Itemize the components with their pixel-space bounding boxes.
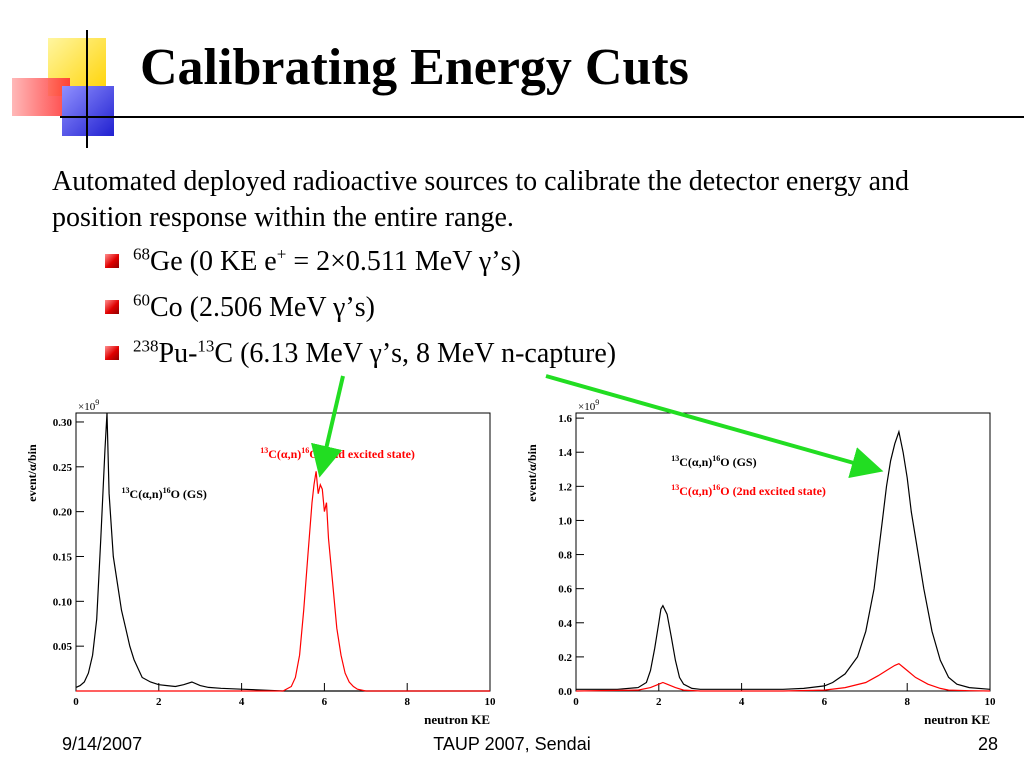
annotation-text: O (GS): [720, 455, 756, 469]
y-scale-exponent: 9: [595, 398, 599, 407]
annotation-text: O (GS): [171, 487, 207, 501]
annotation-superscript: 16: [712, 483, 720, 492]
series-line-black: [75, 412, 490, 692]
y-axis-label: event/α/bin: [25, 444, 39, 502]
histogram-right-chart: 0 2 4 6 8 10 0.0 0.2 0.4 0.6 0.8 1.0 1.2 1.4 1.6 ×109 ne…: [525, 398, 997, 727]
bullet-pu238-c13: 238Pu-13C (6.13 MeV γ’s, 8 MeV n-capture…: [105, 338, 616, 370]
annotation-superscript: 13: [260, 446, 268, 455]
x-tick-label: 4: [239, 696, 245, 708]
annotation-text: C(α,n): [130, 487, 163, 501]
bullet-square-icon: [105, 254, 119, 268]
series-line-red: [575, 663, 991, 692]
x-tick-label: 2: [156, 696, 162, 708]
bullet-square-icon: [105, 346, 119, 360]
annotation-superscript: 16: [163, 486, 171, 495]
annotation-label: 13C(α,n)16O (GS): [122, 486, 207, 501]
y-tick-label: 0.8: [558, 550, 572, 562]
y-axis-label: event/α/bin: [525, 444, 539, 502]
x-axis-label: neutron KE: [424, 712, 490, 727]
footer-page-number: 28: [977, 734, 998, 754]
annotation-text: O (2nd excited state): [720, 484, 826, 498]
intro-paragraph: Automated deployed radioactive sources t…: [52, 166, 910, 233]
y-tick-label: 0.0: [558, 686, 572, 698]
y-tick-label: 0.10: [53, 596, 73, 608]
x-tick-label: 2: [656, 696, 662, 708]
x-axis-label: neutron KE: [924, 712, 990, 727]
y-tick-label: 0.15: [53, 551, 73, 563]
annotation-superscript: 13: [671, 483, 679, 492]
annotation-superscript: 13: [122, 486, 130, 495]
x-tick-label: 8: [904, 696, 910, 708]
x-tick-label: 10: [485, 696, 497, 708]
bullet-square-icon: [105, 300, 119, 314]
bullet-ge68: 68Ge (0 KE e+ = 2×0.511 MeV γ’s): [105, 246, 521, 278]
x-tick-label: 8: [404, 696, 410, 708]
x-tick-label: 0: [573, 696, 579, 708]
annotation-text: C(α,n): [679, 484, 712, 498]
y-tick-label: 0.25: [53, 462, 73, 474]
x-tick-label: 0: [73, 696, 79, 708]
y-scale-exponent: 9: [95, 398, 99, 407]
annotation-superscript: 13: [671, 454, 679, 463]
annotation-label: 13C(α,n)16O (2nd excited state): [260, 446, 415, 461]
x-tick-label: 4: [739, 696, 745, 708]
y-tick-label: 1.6: [558, 413, 572, 425]
histogram-left-chart: 0 2 4 6 8 10 0.05 0.10 0.15 0.20 0.25 0.30 ×109 neutr…: [25, 398, 497, 727]
y-tick-label: 1.0: [558, 515, 572, 527]
x-tick-label: 6: [822, 696, 828, 708]
y-scale-factor: ×109: [78, 398, 99, 413]
annotation-text: C(α,n): [679, 455, 712, 469]
annotation-text: O (2nd excited state): [309, 447, 415, 461]
y-tick-label: 0.6: [558, 584, 572, 596]
annotation-text: C(α,n): [268, 447, 301, 461]
slide-logo: [0, 0, 140, 150]
footer-center: TAUP 2007, Sendai: [433, 734, 591, 754]
annotation-superscript: 16: [301, 446, 309, 455]
y-tick-label: 0.05: [53, 641, 73, 653]
title-divider: [60, 116, 1024, 118]
series-line-red: [76, 471, 490, 692]
y-tick-label: 0.2: [558, 652, 572, 664]
y-tick-label: 0.4: [558, 618, 572, 630]
plot-frame: [75, 412, 491, 692]
x-tick-label: 6: [322, 696, 328, 708]
bullet-co60: 60Co (2.506 MeV γ’s): [105, 292, 375, 324]
y-tick-label: 1.4: [558, 447, 572, 459]
y-tick-label: 1.2: [558, 481, 572, 493]
y-scale-factor: ×109: [578, 398, 599, 413]
footer-date: 9/14/2007: [62, 734, 143, 754]
series-line-black: [576, 429, 991, 690]
x-tick-label: 10: [985, 696, 997, 708]
slide-title: Calibrating Energy Cuts: [140, 39, 689, 96]
annotation-label: 13C(α,n)16O (2nd excited state): [671, 483, 826, 498]
annotation-superscript: 16: [712, 454, 720, 463]
y-tick-label: 0.30: [53, 417, 73, 429]
y-tick-label: 0.20: [53, 507, 73, 519]
plot-frame: [575, 412, 991, 692]
